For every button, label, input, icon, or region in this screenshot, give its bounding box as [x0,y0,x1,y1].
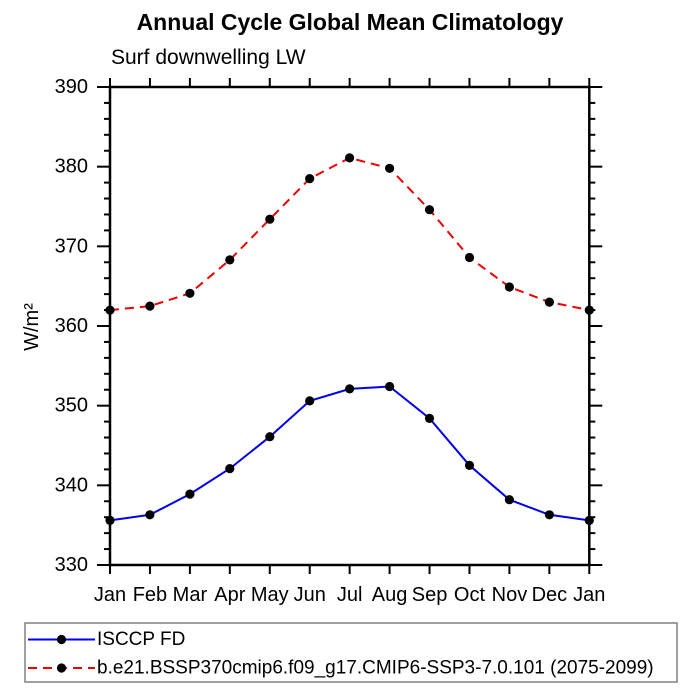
data-point-marker [225,255,235,265]
legend-marker-dot [56,634,67,645]
y-tick-label: 340 [55,474,88,496]
x-tick-label: Apr [214,584,245,606]
data-point-marker [265,432,275,442]
chart-title: Annual Cycle Global Mean Climatology [137,9,564,35]
y-tick-label: 350 [55,395,88,417]
data-point-marker [464,460,475,470]
data-point-marker [145,301,155,311]
legend-entry-model: b.e21.BSSP370cmip6.f09_g17.CMIP6-SSP3-7.… [28,658,654,679]
x-tick-label: Mar [173,584,208,606]
data-point-marker [424,205,435,215]
x-tick-label: Jul [337,584,363,606]
data-point-marker [185,489,195,499]
x-tick-label: Oct [454,584,486,606]
y-tick-label: 380 [55,156,88,178]
data-point-marker [105,515,115,526]
data-point-marker [145,510,155,520]
data-point-marker [584,305,594,315]
data-point-marker [544,510,555,520]
x-tick-label: Jun [294,584,326,606]
x-tick-label: Nov [492,584,528,606]
data-point-marker [265,214,275,224]
isccp-line [109,385,590,522]
data-point-marker [305,396,315,406]
x-tick-label: Jan [94,584,126,606]
x-tick-label: Sep [412,584,448,606]
x-tick-label: Feb [133,584,167,606]
x-tick-label: Jan [573,584,605,606]
data-series [105,153,594,526]
data-point-marker [504,282,514,292]
data-point-marker [345,153,355,163]
data-point-marker [584,515,594,526]
data-point-marker [544,297,555,307]
axis-tick-labels: Jan Feb Mar Apr May Jun Jul Aug Sep Oct Nov Dec Jan3… [55,76,606,606]
data-point-marker [385,381,395,392]
y-axis-label: W/m² [21,303,43,351]
data-point-marker [105,305,115,315]
x-tick-label: Aug [372,584,408,606]
data-point-marker [345,384,355,394]
y-tick-label: 360 [55,315,88,337]
x-tick-label: May [251,584,289,606]
data-point-marker [185,288,195,298]
model-line [109,156,590,312]
y-tick-label: 330 [55,554,88,576]
data-point-marker [305,174,315,184]
legend-marker-dot [56,663,67,673]
legend-border [24,622,678,683]
chart-subtitle: Surf downwelling LW [111,46,306,69]
data-point-marker [464,252,475,263]
legend-label-model: b.e21.BSSP370cmip6.f09_g17.CMIP6-SSP3-7.… [97,658,654,679]
data-point-marker [385,163,395,173]
legend-label-isccp: ISCCP FD [97,629,185,650]
x-tick-label: Dec [532,584,568,606]
data-point-marker [225,464,235,474]
data-point-marker [504,495,514,505]
y-tick-label: 370 [55,235,88,257]
plot-frame [108,85,591,567]
legend-entry-isccp: ISCCP FD [28,629,185,650]
y-tick-label: 390 [55,76,88,98]
legend-box: ISCCP FD b.e21.BSSP370cmip6.f09_g17.CMIP… [24,622,678,683]
plot-border [108,85,591,567]
axis-ticks [97,78,603,574]
data-point-marker [424,413,435,423]
